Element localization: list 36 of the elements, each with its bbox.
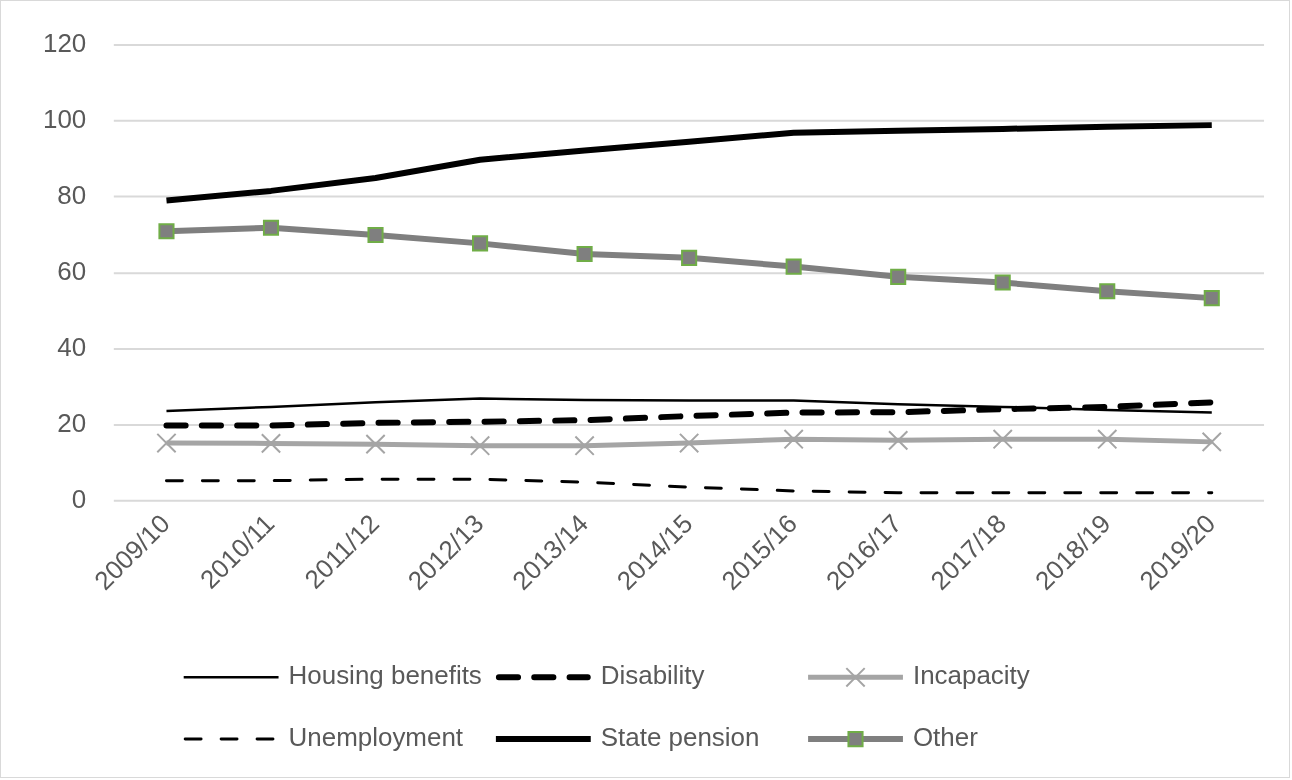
point [472, 235, 489, 252]
point [1201, 431, 1222, 453]
point [678, 432, 700, 454]
point [365, 433, 386, 455]
point [994, 274, 1011, 291]
legend-label: Other [912, 723, 979, 752]
point [576, 245, 593, 263]
point [469, 435, 491, 456]
point [890, 268, 907, 285]
y-tick-label: 120 [42, 29, 87, 58]
line-series [164, 477, 1214, 495]
y-tick-label: 40 [57, 333, 87, 362]
point [260, 433, 282, 454]
point [574, 435, 595, 456]
legend-label: State pension [600, 723, 760, 752]
legend-label: Incapacity [912, 661, 1030, 690]
point [158, 223, 175, 240]
y-tick-label: 80 [57, 181, 87, 210]
point [156, 432, 177, 454]
point [992, 429, 1013, 450]
point [681, 249, 698, 266]
point [262, 219, 280, 236]
point [1203, 290, 1220, 307]
point [888, 430, 909, 451]
legend-label: Disability [600, 661, 705, 690]
legend-label: Housing benefits [288, 661, 482, 690]
y-tick-label: 100 [42, 105, 87, 134]
y-tick-label: 20 [57, 409, 87, 438]
point [1099, 283, 1116, 300]
point [783, 429, 804, 450]
legend-label: Unemployment [288, 723, 464, 752]
point [367, 226, 384, 244]
point [785, 258, 802, 275]
y-tick-label: 0 [71, 485, 87, 514]
point [1097, 429, 1118, 450]
y-tick-label: 60 [57, 257, 87, 286]
